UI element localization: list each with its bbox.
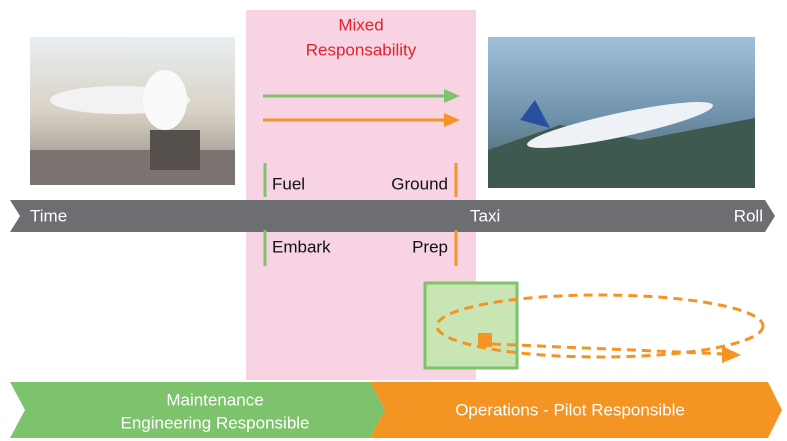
step-label: Fuel bbox=[272, 174, 305, 193]
diagram: Mixed Responsability Time Taxi Roll Fuel… bbox=[0, 0, 787, 441]
mixed-title: Mixed bbox=[338, 15, 383, 34]
timeline-bar bbox=[10, 200, 775, 232]
phase-label: Operations - Pilot Responsible bbox=[455, 400, 685, 419]
phase-label: Maintenance bbox=[166, 390, 263, 409]
mixed-title: Responsability bbox=[306, 40, 417, 59]
photo-flight bbox=[488, 37, 755, 188]
timeline-label: Taxi bbox=[470, 206, 500, 225]
step-label: Ground bbox=[391, 174, 448, 193]
photo-ground bbox=[30, 37, 235, 185]
step-label: Prep bbox=[412, 237, 448, 256]
phase-label: Engineering Responsible bbox=[120, 413, 309, 432]
step-label: Embark bbox=[272, 237, 331, 256]
timeline-label: Roll bbox=[734, 206, 763, 225]
timeline-label: Time bbox=[30, 206, 67, 225]
loop-icon bbox=[425, 283, 763, 368]
